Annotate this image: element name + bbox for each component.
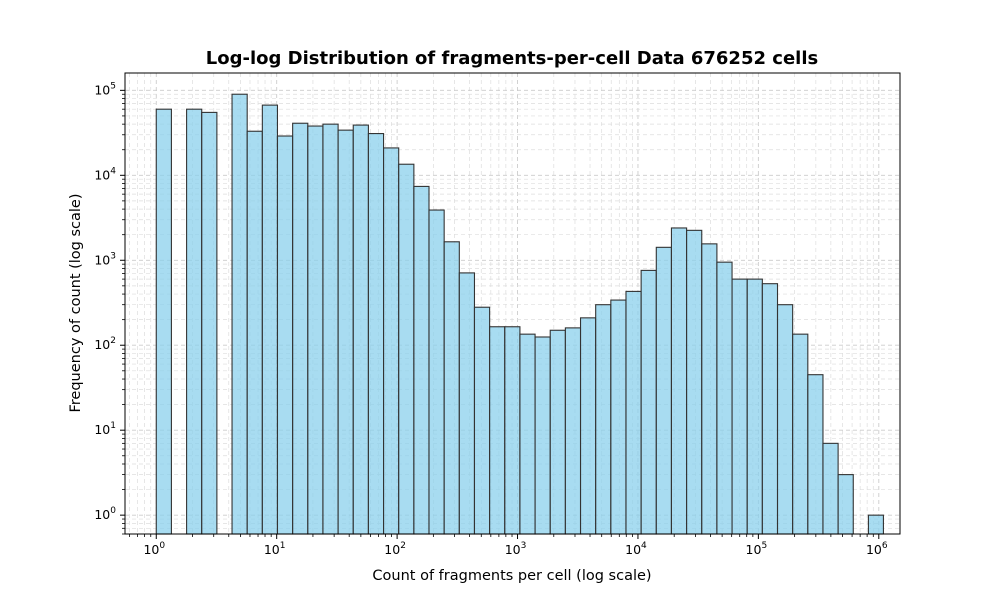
histogram-bar <box>383 147 400 535</box>
histogram-bar <box>701 243 718 535</box>
histogram-bar <box>398 163 415 535</box>
x-tick-label: 106 <box>866 541 888 557</box>
y-tick-label: 102 <box>94 336 116 352</box>
histogram-bar <box>276 135 294 535</box>
histogram-bar <box>428 209 445 535</box>
histogram-bar <box>746 278 763 535</box>
x-axis-label: Count of fragments per cell (log scale) <box>372 568 651 584</box>
histogram-bar <box>186 108 203 535</box>
histogram-bar <box>670 227 688 535</box>
histogram-bar <box>610 299 627 535</box>
y-tick-label: 101 <box>94 421 116 437</box>
histogram-bar <box>489 326 506 535</box>
chart-title: Log-log Distribution of fragments-per-ce… <box>206 48 818 69</box>
histogram-bar <box>292 122 309 535</box>
histogram-bar <box>534 336 551 535</box>
histogram-bar <box>413 185 430 535</box>
histogram-bar <box>261 104 279 535</box>
histogram-bar <box>686 229 703 535</box>
histogram-bar <box>519 333 536 535</box>
histogram-bar <box>837 474 854 535</box>
histogram-bar <box>655 246 672 535</box>
histogram-bar <box>231 93 248 535</box>
y-tick-label: 100 <box>94 506 116 522</box>
x-tick-label: 105 <box>746 541 768 557</box>
histogram-bar <box>201 111 218 535</box>
histogram-bar <box>473 306 491 535</box>
x-tick-label: 100 <box>143 541 165 557</box>
histogram-bar <box>822 442 839 535</box>
axis-ticks: 100 101 102 103 104 105 106 100 101 102 103 104 105 <box>94 81 888 557</box>
histogram-bar <box>549 329 566 535</box>
histogram-bar <box>731 278 748 535</box>
histogram-bar <box>246 130 263 535</box>
y-tick-label: 103 <box>94 251 116 267</box>
histogram-bar <box>761 283 779 535</box>
histogram-bar <box>504 326 521 535</box>
histogram-bar <box>155 108 172 535</box>
histogram-bar <box>352 124 369 535</box>
histogram-bar <box>337 129 354 535</box>
y-axis-label: Frequency of count (log scale) <box>68 193 84 412</box>
histogram-bar <box>443 241 460 535</box>
histogram-bar <box>564 327 582 535</box>
histogram-bar <box>776 304 794 535</box>
histogram-bar <box>625 290 642 535</box>
x-tick-label: 102 <box>384 541 406 557</box>
histogram-bars <box>155 93 884 535</box>
histogram-bar <box>792 333 809 535</box>
histogram-bar <box>367 133 385 535</box>
histogram-bar <box>807 374 824 535</box>
x-tick-label: 101 <box>264 541 286 557</box>
histogram-bar <box>595 304 612 535</box>
histogram-bar <box>322 123 339 535</box>
histogram-bar <box>867 514 884 535</box>
x-tick-label: 104 <box>625 541 647 557</box>
y-tick-label: 105 <box>94 81 116 97</box>
plot-frame <box>124 72 901 535</box>
histogram-bar <box>579 317 597 535</box>
histogram-bar <box>307 125 324 535</box>
histogram-bar <box>458 272 476 535</box>
histogram-bar <box>640 269 657 535</box>
y-tick-label: 104 <box>94 166 116 182</box>
histogram-bar <box>716 261 733 535</box>
x-tick-label: 103 <box>505 541 527 557</box>
